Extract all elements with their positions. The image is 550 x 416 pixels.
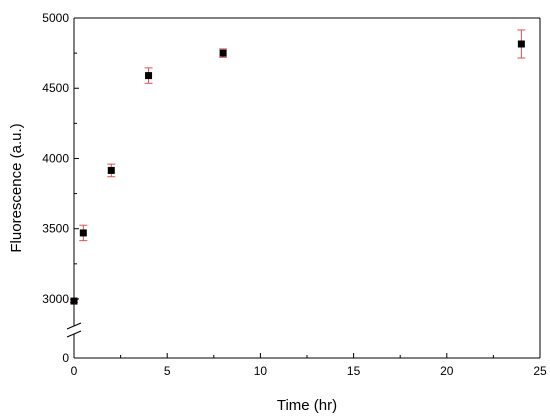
axis-break-mark (66, 330, 82, 338)
square-marker (70, 297, 78, 305)
y-tick-label: 3500 (42, 222, 69, 236)
data-point (144, 67, 153, 84)
x-axis-title: Time (hr) (277, 397, 337, 414)
x-tick-label: 10 (254, 364, 268, 378)
data-point (79, 224, 88, 242)
x-tick-label: 20 (440, 364, 454, 378)
x-tick-label: 0 (71, 364, 78, 378)
square-marker (517, 40, 525, 48)
square-marker (107, 166, 115, 174)
data-marks (70, 29, 526, 305)
y-tick-label: 3000 (42, 292, 69, 306)
axis-break-mark (66, 322, 82, 330)
y-tick-label: 0 (62, 351, 69, 365)
axis-ticks: 0 5 10 15 20 25 3000 3500 4000 4500 5000 0 (42, 11, 547, 378)
square-marker (145, 72, 153, 80)
data-point (517, 29, 526, 59)
data-point (107, 163, 116, 178)
y-tick-label: 4000 (42, 151, 69, 165)
x-tick-label: 5 (164, 364, 171, 378)
plot-frame (66, 17, 541, 359)
y-tick-label: 5000 (42, 11, 69, 25)
square-marker (219, 49, 227, 57)
y-axis-title: Fluorescence (a.u.) (8, 123, 25, 252)
square-marker (79, 229, 87, 237)
data-point (70, 297, 78, 305)
y-tick-label: 4500 (42, 81, 69, 95)
x-tick-label: 15 (347, 364, 361, 378)
data-point (219, 48, 228, 58)
x-tick-label: 25 (533, 364, 547, 378)
